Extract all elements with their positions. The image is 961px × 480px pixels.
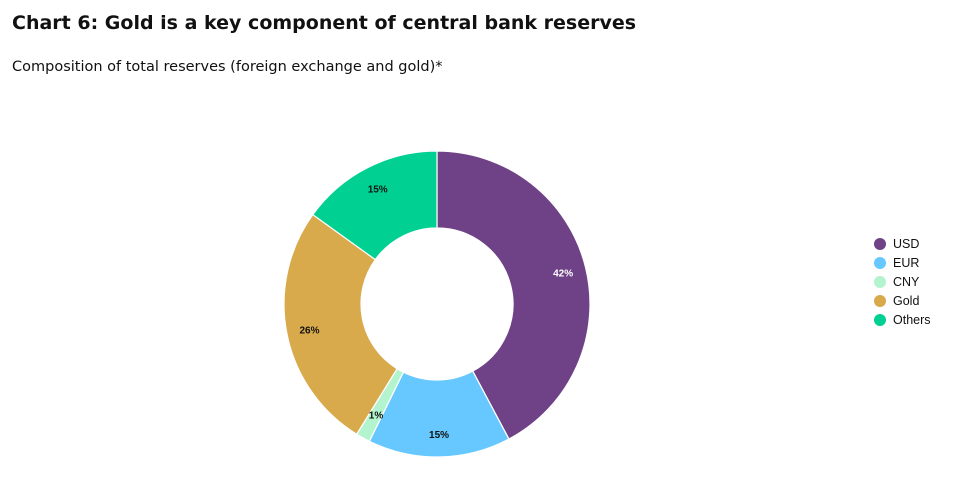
legend-label: CNY <box>893 274 920 289</box>
legend-label: Gold <box>893 293 920 308</box>
data-label-cny: 1% <box>369 410 384 421</box>
chart-title: Chart 6: Gold is a key component of cent… <box>12 12 637 34</box>
legend-swatch <box>874 237 886 250</box>
legend-label: USD <box>893 236 920 251</box>
slice-eur[interactable] <box>368 370 510 458</box>
slice-usd[interactable] <box>436 150 591 440</box>
data-label-gold: 26% <box>300 325 320 336</box>
legend-swatch <box>874 275 886 288</box>
legend-item-others[interactable]: Others <box>874 310 931 329</box>
legend-swatch <box>874 256 886 269</box>
data-label-usd: 42% <box>553 269 573 280</box>
data-label-others: 15% <box>368 184 388 195</box>
legend-label: Others <box>893 312 931 327</box>
slice-others[interactable] <box>311 150 438 261</box>
legend-item-usd[interactable]: USD <box>874 234 931 253</box>
slice-gold[interactable] <box>283 213 398 436</box>
legend-item-cny[interactable]: CNY <box>874 272 931 291</box>
chart-subtitle: Composition of total reserves (foreign e… <box>12 59 443 75</box>
data-label-eur: 15% <box>429 430 449 441</box>
legend-item-eur[interactable]: EUR <box>874 253 931 272</box>
legend-swatch <box>874 294 886 307</box>
legend-item-gold[interactable]: Gold <box>874 291 931 310</box>
chart-legend: USD EUR CNY Gold Others <box>874 234 931 329</box>
legend-swatch <box>874 313 886 326</box>
legend-label: EUR <box>893 255 920 270</box>
